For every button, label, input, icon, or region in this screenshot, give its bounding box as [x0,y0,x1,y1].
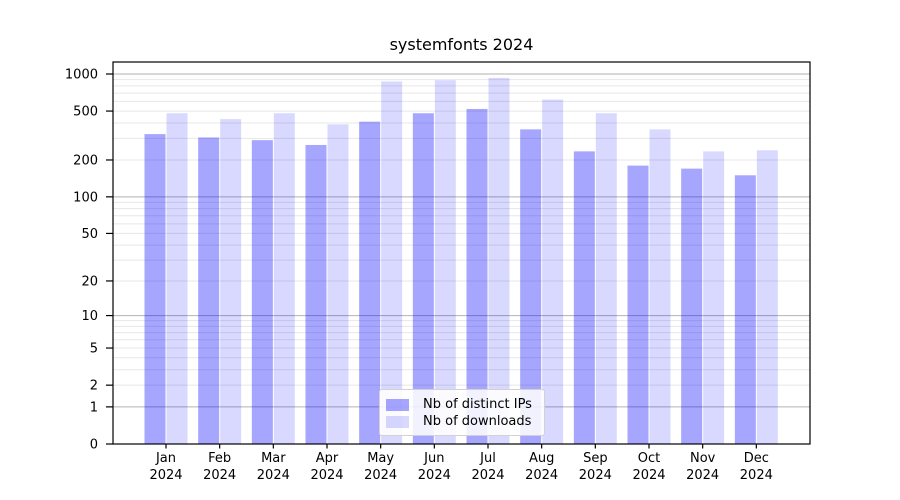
x-tick-label-year: 2024 [632,468,665,483]
x-tick-label-month: May [367,451,394,466]
x-tick-label-year: 2024 [364,468,397,483]
x-tick-label-year: 2024 [686,468,719,483]
legend-swatch-downloads [386,416,409,428]
bar-aug-distinct-ips [520,129,542,444]
bar-jun-downloads [434,80,456,445]
y-tick-label: 50 [81,227,98,242]
x-tick-label-month: Feb [208,451,231,466]
y-tick-label: 200 [73,153,98,168]
bar-oct-downloads [649,129,671,444]
bar-sep-distinct-ips [573,151,595,445]
bar-may-distinct-ips [359,121,381,444]
legend-swatch-distinct-ips [386,399,409,411]
x-tick-label-month: Dec [744,451,769,466]
x-tick-label-year: 2024 [257,468,290,483]
y-tick-label: 100 [73,190,98,205]
bar-feb-downloads [220,119,242,444]
x-tick-label-month: Jun [423,451,444,466]
bar-mar-distinct-ips [251,140,273,445]
x-tick-label-year: 2024 [418,468,451,483]
x-tick-label-month: Jan [155,451,176,466]
bar-feb-distinct-ips [198,137,220,444]
bar-nov-downloads [703,151,725,445]
bar-sep-downloads [595,113,617,444]
bar-apr-distinct-ips [305,144,327,444]
legend-label-downloads: Nb of downloads [423,414,532,429]
x-tick-label-year: 2024 [203,468,236,483]
x-tick-label-year: 2024 [471,468,504,483]
bar-dec-distinct-ips [734,175,756,444]
x-tick-label-month: Nov [690,451,716,466]
bar-jun-distinct-ips [412,113,434,444]
bar-jan-distinct-ips [144,134,166,444]
legend: Nb of distinct IPs Nb of downloads [379,389,545,436]
legend-label-distinct-ips: Nb of distinct IPs [423,397,532,412]
x-tick-label-month: Aug [529,451,554,466]
x-tick-label-month: Apr [316,451,339,466]
x-tick-label-year: 2024 [310,468,343,483]
chart-title: systemfonts 2024 [389,35,534,54]
y-tick-label: 1000 [65,68,98,83]
bar-jul-distinct-ips [466,108,488,444]
x-tick-label-year: 2024 [740,468,773,483]
plot-frame [112,61,811,445]
bar-nov-distinct-ips [681,168,703,444]
y-tick-label: 10 [81,309,98,324]
y-tick-label: 5 [90,342,98,357]
bar-mar-downloads [273,113,295,444]
bar-dec-downloads [756,150,778,444]
bar-apr-downloads [327,124,349,444]
bar-aug-downloads [542,99,564,444]
y-tick-label: 2 [90,379,98,394]
x-tick-label-month: Oct [638,451,660,466]
x-tick-label-year: 2024 [579,468,612,483]
x-tick-label-month: Jul [479,451,496,466]
bar-jan-downloads [166,113,188,444]
y-tick-label: 0 [90,438,98,453]
x-tick-label-year: 2024 [525,468,558,483]
y-tick-label: 500 [73,105,98,120]
x-tick-label-month: Mar [261,451,286,466]
bar-jul-downloads [488,77,510,445]
y-tick-label: 1 [90,400,98,415]
legend-item-distinct-ips: Nb of distinct IPs [386,398,536,412]
bar-may-downloads [381,81,403,444]
bar-oct-distinct-ips [627,165,649,444]
x-tick-label-year: 2024 [149,468,182,483]
legend-item-downloads: Nb of downloads [386,415,536,429]
x-tick-label-month: Sep [583,451,608,466]
y-tick-label: 20 [81,274,98,289]
